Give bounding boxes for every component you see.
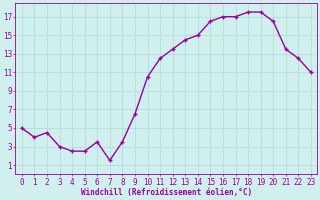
X-axis label: Windchill (Refroidissement éolien,°C): Windchill (Refroidissement éolien,°C) <box>81 188 252 197</box>
